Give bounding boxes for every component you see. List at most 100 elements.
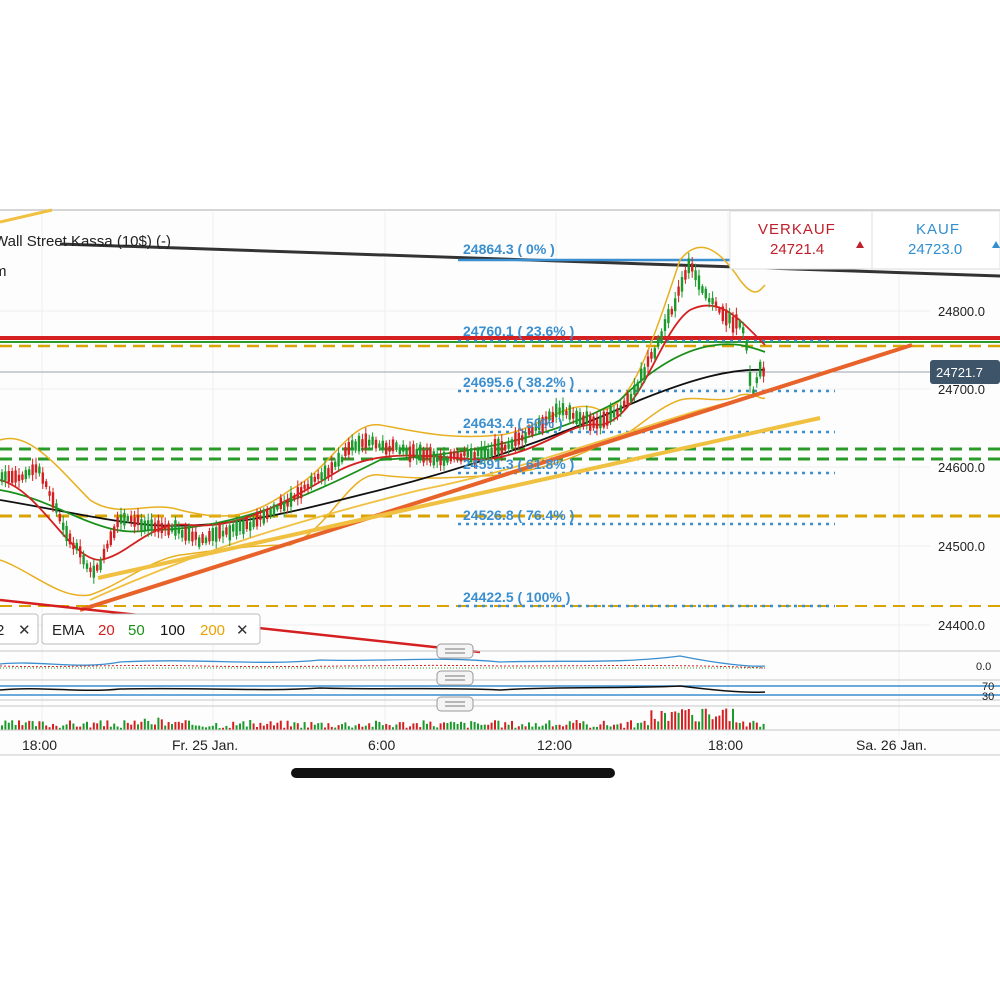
candle-body <box>334 461 337 467</box>
candle-body <box>232 524 235 532</box>
volume-bar <box>347 726 350 730</box>
volume-bar <box>742 721 745 730</box>
fib-label-38-2: 24695.6 ( 38.2% ) <box>463 374 574 390</box>
volume-bar <box>126 722 129 730</box>
candle-body <box>691 263 694 272</box>
candle-body <box>259 515 262 520</box>
ema-legend-box[interactable] <box>41 613 261 645</box>
volume-bar <box>711 719 714 730</box>
candle-body <box>582 415 585 427</box>
volume-bar <box>402 722 405 730</box>
ema-legend-close-icon[interactable]: ✕ <box>236 622 249 639</box>
candle-body <box>313 476 316 482</box>
price-tick-24600: 24600.0 <box>938 460 985 475</box>
candle-body <box>391 439 395 452</box>
candle-body <box>602 411 605 428</box>
candle-body <box>694 270 697 281</box>
candle-body <box>140 519 143 532</box>
volume-bar <box>218 727 221 730</box>
volume-bar <box>35 726 37 730</box>
volume-bar <box>147 720 150 730</box>
buy-button[interactable]: KAUF 24723.0 <box>908 221 1000 258</box>
volume-bar <box>640 722 643 730</box>
pane-resize-handle-1[interactable] <box>436 643 474 659</box>
candle-body <box>65 525 68 542</box>
candle-body <box>759 361 762 377</box>
volume-bar <box>164 725 167 730</box>
pane-resize-handle-3[interactable] <box>436 696 474 712</box>
volume-bar <box>721 709 724 730</box>
volume-bar <box>422 720 425 730</box>
volume-bar <box>592 726 595 730</box>
volume-bar <box>137 724 139 730</box>
trendline-orange-main <box>79 343 913 612</box>
volume-bar <box>388 725 391 730</box>
volume-bar <box>528 722 530 730</box>
candle-body <box>657 337 660 347</box>
time-tick-1800-prev: 18:00 <box>22 737 57 753</box>
candle-body <box>714 301 718 307</box>
volume-bar <box>674 711 677 730</box>
volume-bar <box>426 723 428 730</box>
candle-body <box>374 439 378 449</box>
volume-bar <box>317 723 320 730</box>
candle-body <box>201 534 204 543</box>
pane-resize-handle-2[interactable] <box>436 670 474 686</box>
macd-signal <box>0 664 766 669</box>
volume-bar <box>120 727 122 730</box>
sell-button[interactable]: VERKAUF 24721.4 <box>758 221 864 258</box>
volume-bar <box>344 722 347 730</box>
candle-body <box>245 517 248 530</box>
volume-bar <box>123 720 126 730</box>
volume-bar <box>749 722 751 730</box>
trendline-yellow-lower <box>97 416 821 580</box>
candle-body <box>62 522 65 530</box>
candle-body <box>626 393 629 405</box>
candle-body <box>687 258 690 274</box>
volume-bar <box>708 714 711 730</box>
volume-bar <box>21 725 24 730</box>
volume-bar <box>211 725 214 730</box>
candle-body <box>429 447 432 463</box>
macd-line <box>0 655 766 667</box>
volume-bar <box>470 721 473 730</box>
volume-bar <box>371 726 374 730</box>
buy-up-arrow-icon <box>992 241 1000 248</box>
volume-bar <box>273 725 275 730</box>
volume-bar <box>514 727 517 730</box>
candle-body <box>123 512 126 526</box>
volume-bar <box>252 723 255 730</box>
volume-bar <box>589 727 592 730</box>
volume-bar <box>171 724 173 730</box>
volume-bar <box>477 723 479 730</box>
candle-body <box>279 497 282 509</box>
volume-bar <box>249 720 252 730</box>
candle-body <box>650 352 653 359</box>
home-indicator-bar[interactable] <box>291 768 615 778</box>
volume-bar <box>579 723 581 730</box>
volume-bar <box>752 720 755 730</box>
volume-bar <box>45 725 48 730</box>
volume-bar <box>613 724 615 730</box>
volume-bar <box>650 710 653 730</box>
volume-bar <box>239 723 241 730</box>
fib-label-23-6: 24760.1 ( 23.6% ) <box>463 323 574 339</box>
volume-bar <box>545 723 547 730</box>
fib-label-0: 24864.3 ( 0% ) <box>463 241 555 257</box>
candle-body <box>670 308 673 315</box>
volume-bar <box>725 708 728 730</box>
volume-bar <box>235 725 238 730</box>
candle-body <box>330 462 333 474</box>
prev-legend-close-icon[interactable]: ✕ <box>18 622 31 639</box>
volume-bar <box>82 723 85 730</box>
candle-body <box>289 492 293 507</box>
candle-body <box>55 503 58 513</box>
candle-body <box>755 377 758 384</box>
volume-bar <box>11 720 14 730</box>
volume-bar <box>177 721 180 730</box>
candle-body <box>725 309 728 326</box>
volume-bar <box>694 721 697 730</box>
candle-body <box>228 525 231 541</box>
volume-bar <box>558 724 561 730</box>
candle-body <box>510 439 514 449</box>
